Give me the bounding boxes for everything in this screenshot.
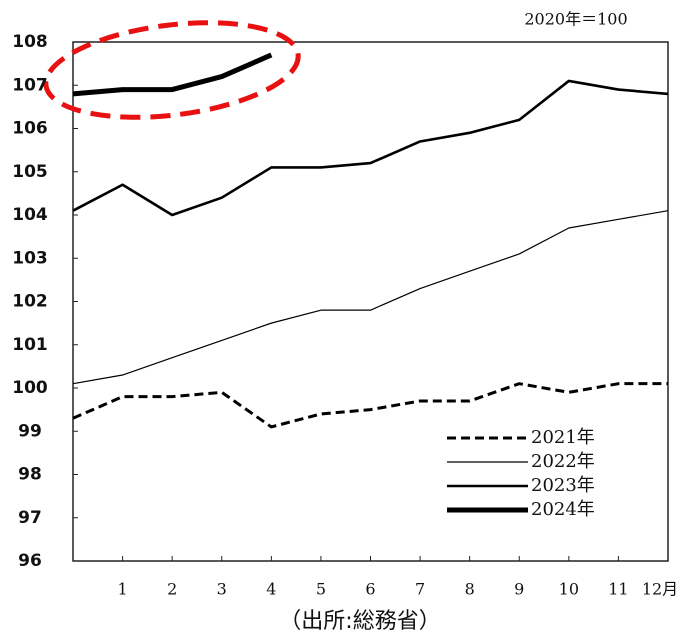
y-tick-label: 102 (12, 292, 48, 312)
legend-label: 2023年 (531, 475, 595, 496)
y-tick-label: 106 (12, 119, 48, 139)
x-tick-label: 12月 (642, 580, 678, 599)
y-tick-label: 101 (12, 335, 48, 355)
series-line (72, 382, 668, 429)
legend-label: 2022年 (531, 451, 595, 472)
y-tick-label: 96 (18, 551, 42, 571)
y-tick-label: 107 (12, 75, 48, 95)
y-tick-label: 97 (18, 508, 42, 528)
series-line (72, 210, 669, 385)
highlight-ellipse (43, 20, 301, 120)
y-tick-label: 105 (12, 162, 48, 182)
y-tick-label: 98 (18, 465, 42, 485)
caption: （出所:総務省） (279, 609, 440, 634)
x-tick-label: 5 (316, 580, 326, 599)
x-tick-label: 8 (465, 580, 475, 599)
x-tick-label: 11 (608, 580, 628, 599)
legend-label: 2021年 (531, 427, 595, 448)
y-tick-label: 100 (12, 378, 48, 398)
x-tick-label: 4 (266, 580, 276, 599)
legend-label: 2024年 (531, 499, 595, 520)
x-tick-label: 3 (217, 580, 227, 599)
annotation: 2020年＝100 (524, 10, 627, 29)
x-tick-label: 6 (365, 580, 375, 599)
series-line (72, 79, 669, 217)
x-tick-label: 1 (117, 580, 127, 599)
y-tick-label: 103 (12, 248, 48, 268)
x-tick-label: 9 (514, 580, 524, 599)
x-tick-label: 10 (559, 580, 579, 599)
y-tick-label: 104 (12, 205, 48, 225)
x-tick-label: 7 (415, 580, 425, 599)
y-tick-label: 108 (12, 32, 48, 52)
y-tick-label: 99 (18, 421, 42, 441)
x-tick-label: 2 (167, 580, 177, 599)
series-line (72, 52, 273, 97)
